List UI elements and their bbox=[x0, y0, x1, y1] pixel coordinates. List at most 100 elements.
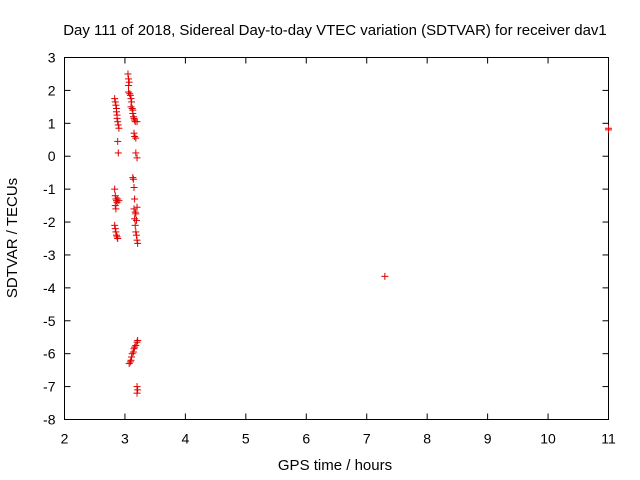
y-tick-label: -5 bbox=[43, 313, 56, 329]
data-point bbox=[131, 132, 139, 140]
data-point bbox=[128, 98, 136, 106]
x-tick-label: 3 bbox=[121, 431, 129, 447]
data-point bbox=[112, 231, 120, 239]
y-tick-label: 0 bbox=[48, 148, 56, 164]
data-point bbox=[128, 105, 136, 113]
data-point bbox=[113, 114, 121, 122]
y-tick-label: -7 bbox=[43, 379, 56, 395]
x-tick-label: 4 bbox=[181, 431, 189, 447]
data-point bbox=[115, 197, 123, 205]
data-point bbox=[133, 154, 141, 162]
x-tick-label: 11 bbox=[601, 431, 616, 447]
data-point bbox=[128, 350, 136, 358]
data-point bbox=[126, 91, 134, 99]
data-point bbox=[112, 108, 120, 116]
data-point bbox=[129, 174, 137, 182]
data-point bbox=[126, 358, 134, 366]
data-point bbox=[133, 203, 141, 211]
data-point bbox=[131, 343, 139, 351]
data-point bbox=[128, 353, 136, 361]
data-point bbox=[125, 75, 133, 83]
data-point bbox=[126, 90, 134, 98]
data-point bbox=[605, 124, 612, 132]
y-tick-label: -6 bbox=[43, 346, 56, 362]
data-point bbox=[133, 338, 141, 346]
data-point bbox=[115, 124, 123, 132]
data-point bbox=[129, 109, 137, 117]
data-point bbox=[127, 95, 135, 103]
data-point bbox=[114, 235, 122, 242]
chart-title: Day 111 of 2018, Sidereal Day-to-day VTE… bbox=[63, 22, 607, 39]
data-point bbox=[111, 202, 119, 210]
y-axis-label: SDTVAR / TECUs bbox=[4, 178, 21, 298]
data-point bbox=[131, 208, 139, 216]
axis-ticks: 2 3 4 5 6 7 8 9 10 11 -8 -7 -6 -5 -4 -3 -2 -1 0 1 2 3 bbox=[43, 50, 616, 447]
x-tick-label: 6 bbox=[302, 431, 310, 447]
plot-frame bbox=[64, 57, 609, 420]
data-point bbox=[130, 205, 138, 213]
x-tick-label: 2 bbox=[61, 431, 69, 447]
data-point bbox=[132, 228, 140, 236]
data-point bbox=[132, 210, 140, 218]
data-point bbox=[111, 95, 119, 103]
y-tick-label: -3 bbox=[43, 247, 56, 263]
data-point bbox=[111, 98, 119, 106]
data-point bbox=[114, 137, 122, 145]
data-point bbox=[127, 103, 135, 111]
data-point bbox=[111, 221, 119, 229]
x-tick-label: 9 bbox=[484, 431, 492, 447]
data-point bbox=[124, 70, 132, 78]
data-point bbox=[112, 228, 120, 236]
data-point bbox=[131, 221, 139, 229]
y-tick-label: 2 bbox=[48, 82, 56, 98]
y-tick-label: -4 bbox=[43, 280, 56, 296]
data-point bbox=[111, 225, 119, 233]
data-point bbox=[114, 121, 122, 129]
y-tick-label: -2 bbox=[43, 214, 56, 230]
y-tick-label: -1 bbox=[43, 181, 56, 197]
data-point bbox=[125, 88, 133, 96]
data-point bbox=[381, 272, 389, 280]
data-point bbox=[114, 118, 122, 126]
data-point bbox=[133, 236, 141, 244]
data-point bbox=[130, 114, 138, 122]
data-point bbox=[113, 198, 121, 206]
data-point bbox=[130, 345, 138, 353]
data-point bbox=[130, 129, 138, 137]
data-point bbox=[125, 360, 133, 368]
data-point bbox=[114, 149, 122, 157]
data-point bbox=[132, 341, 140, 349]
data-point bbox=[133, 118, 141, 126]
x-tick-label: 8 bbox=[423, 431, 431, 447]
data-point bbox=[111, 185, 119, 193]
x-tick-label: 5 bbox=[242, 431, 250, 447]
data-point bbox=[132, 231, 140, 239]
data-point bbox=[114, 195, 122, 203]
data-point bbox=[132, 216, 140, 224]
data-point bbox=[129, 175, 137, 183]
data-point bbox=[134, 386, 142, 394]
data-point bbox=[125, 78, 133, 86]
data-point bbox=[132, 149, 140, 157]
data-point bbox=[134, 239, 142, 247]
data-point bbox=[129, 113, 137, 121]
data-point bbox=[133, 389, 141, 397]
y-tick-label: 3 bbox=[48, 50, 56, 66]
y-tick-label: -8 bbox=[43, 412, 56, 428]
data-point bbox=[131, 215, 139, 223]
data-point bbox=[131, 195, 139, 203]
x-tick-label: 7 bbox=[363, 431, 371, 447]
x-axis-label: GPS time / hours bbox=[278, 457, 392, 474]
data-point bbox=[113, 233, 121, 241]
data-point bbox=[134, 337, 142, 345]
data-point bbox=[112, 205, 120, 213]
x-tick-label: 10 bbox=[540, 431, 556, 447]
y-tick-label: 1 bbox=[48, 115, 56, 131]
data-point bbox=[130, 183, 138, 191]
data-point bbox=[127, 356, 135, 364]
data-point bbox=[112, 101, 120, 109]
data-point bbox=[133, 383, 141, 391]
data-point bbox=[132, 134, 140, 142]
data-point bbox=[125, 81, 133, 89]
